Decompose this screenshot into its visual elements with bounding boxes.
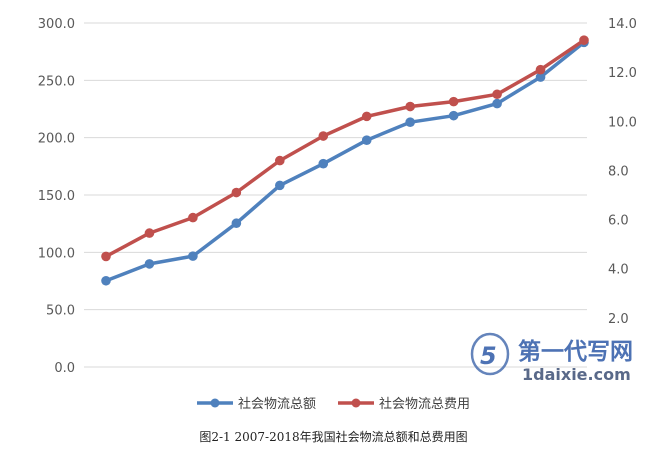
data-point (231, 187, 242, 198)
data-point (275, 155, 285, 166)
data-point (361, 111, 372, 122)
data-point (188, 251, 198, 261)
data-point (361, 135, 372, 145)
right-axis-ticks: 2.0 4.0 6.0 8.0 10.0 12.0 14.0 (608, 17, 637, 327)
data-point (535, 72, 546, 82)
left-tick-label: 250.0 (38, 74, 75, 89)
left-tick-label: 200.0 (38, 132, 75, 147)
legend-marker-total (210, 398, 220, 408)
svg-text:5: 5 (480, 342, 497, 370)
data-point (101, 275, 111, 286)
left-tick-label: 50.0 (46, 304, 75, 319)
watermark-title: 第一代写网 (518, 338, 633, 365)
data-point (448, 110, 459, 121)
data-point (231, 218, 242, 229)
data-point (579, 35, 589, 45)
series-layer (101, 35, 589, 286)
data-point (275, 180, 285, 191)
left-axis-ticks: 0.0 50.0 100.0 150.0 200.0 250.0 300.0 (38, 17, 75, 376)
right-tick-label: 12.0 (608, 66, 637, 81)
data-point (318, 158, 329, 169)
series-line (104, 40, 586, 283)
right-tick-label: 14.0 (608, 17, 637, 32)
data-point (492, 89, 502, 100)
legend-label-cost: 社会物流总费用 (379, 396, 470, 412)
left-tick-label: 100.0 (38, 246, 75, 261)
data-point (448, 96, 459, 107)
data-point (492, 98, 502, 109)
legend-marker-cost (351, 398, 361, 408)
series-1 (101, 35, 589, 262)
right-tick-label: 4.0 (608, 263, 629, 278)
left-tick-label: 300.0 (38, 17, 75, 32)
watermark-logo-icon: 5 (470, 332, 510, 376)
data-point (405, 117, 415, 127)
right-tick-label: 8.0 (608, 164, 629, 179)
data-point (144, 228, 155, 238)
watermark: 5 第一代写网 1daixie.com (470, 332, 633, 384)
data-point (188, 212, 198, 223)
left-tick-label: 0.0 (54, 361, 75, 376)
data-point (535, 64, 546, 75)
series-line (104, 38, 586, 259)
figure-caption: 图2-1 2007-2018年我国社会物流总额和总费用图 (199, 430, 468, 444)
legend-label-total: 社会物流总额 (238, 396, 316, 412)
right-tick-label: 10.0 (608, 115, 637, 130)
legend-item-total: 社会物流总额 (197, 396, 316, 412)
legend: 社会物流总额 社会物流总费用 (197, 396, 470, 412)
data-point (405, 101, 415, 112)
data-point (318, 131, 329, 141)
series-0 (101, 37, 589, 286)
right-tick-label: 2.0 (608, 312, 629, 327)
legend-item-cost: 社会物流总费用 (338, 396, 470, 412)
right-tick-label: 6.0 (608, 214, 629, 229)
gridlines (84, 22, 587, 368)
watermark-url: 1daixie.com (522, 365, 631, 384)
left-tick-label: 150.0 (38, 189, 75, 204)
data-point (144, 259, 155, 269)
data-point (101, 251, 111, 262)
